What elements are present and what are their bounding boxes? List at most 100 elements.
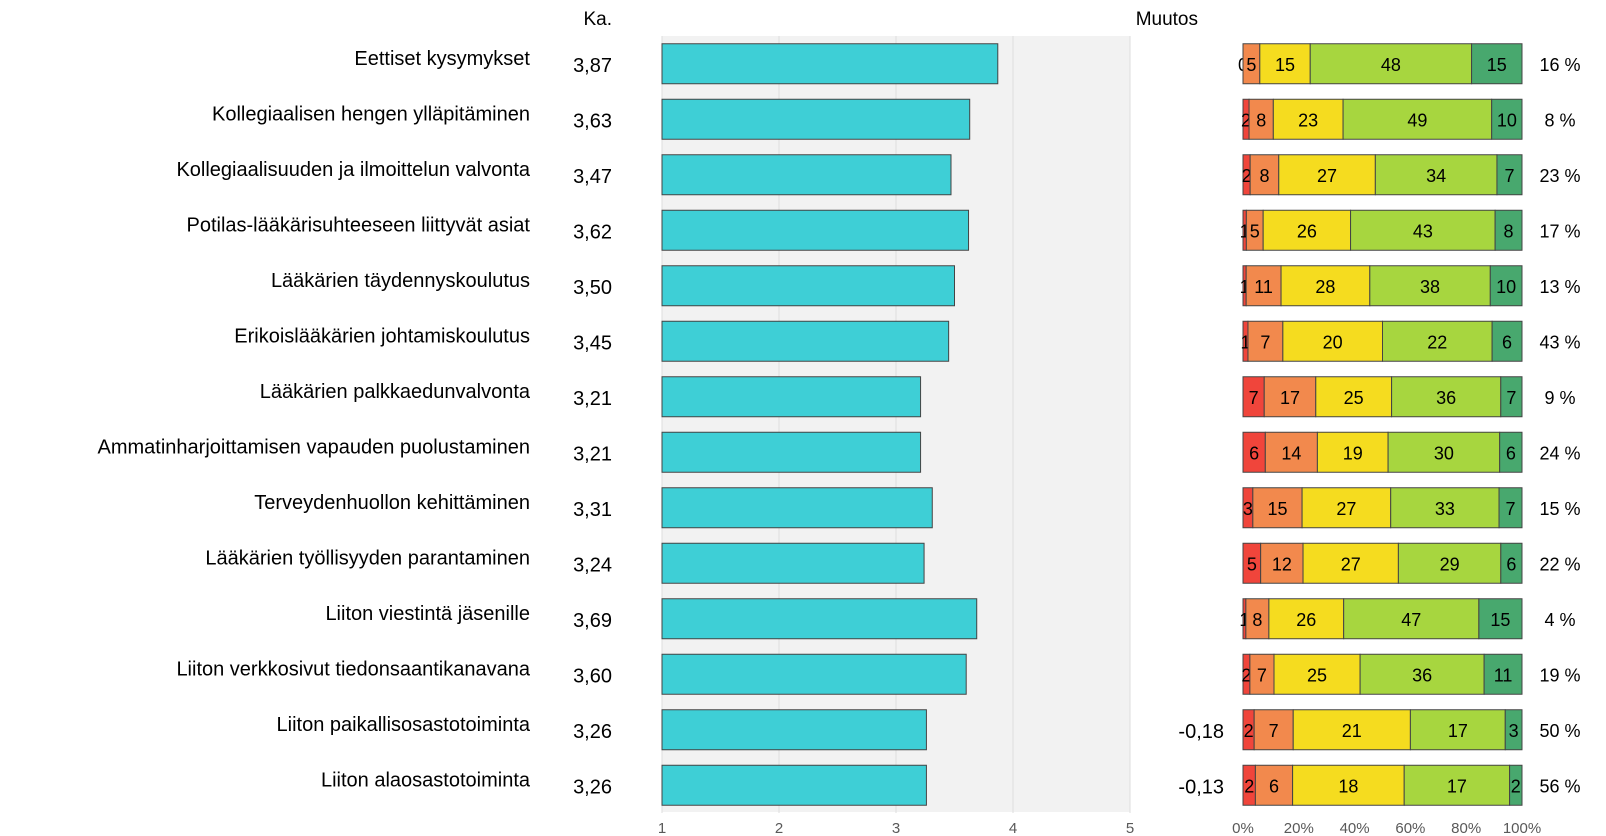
- distribution-segment: [1499, 431, 1523, 473]
- distribution-segment-label: 7: [1257, 665, 1267, 685]
- distribution-segment-label: 7: [1506, 499, 1516, 519]
- distribution-segment-label: 15: [1275, 55, 1295, 75]
- distribution-segment-label: 10: [1497, 110, 1517, 130]
- row-6: Lääkärien palkkaedunvalvonta 3,21 7 17 25 36 7…: [260, 376, 1576, 418]
- distribution-segment: [1403, 764, 1511, 806]
- distribution-segment: [1489, 265, 1523, 307]
- distribution-segment-label: 11: [1254, 277, 1273, 297]
- distribution-segment-label: 15: [1487, 55, 1507, 75]
- mean-value-label: 3,60: [573, 665, 612, 687]
- distribution-segment: [1254, 764, 1294, 806]
- mean-value-label: 3,24: [573, 554, 612, 576]
- distribution-segment: [1409, 709, 1506, 751]
- distribution-segment-label: 6: [1269, 776, 1279, 796]
- category-label: Kollegiaalisen hengen ylläpitäminen: [212, 103, 530, 125]
- category-label: Liiton paikallisosastotoiminta: [277, 714, 531, 736]
- distribution-segment-label: 3: [1243, 499, 1253, 519]
- distribution-segment: [1273, 653, 1361, 695]
- distribution-segment-label: 1: [1240, 332, 1250, 352]
- distribution-segment-label: 17: [1280, 388, 1300, 408]
- distribution-segment-label: 18: [1338, 776, 1358, 796]
- distribution-segment: [1382, 320, 1493, 362]
- distribution-segment: [1249, 653, 1275, 695]
- distribution-segment-label: 1: [1240, 221, 1250, 241]
- row-9: Lääkärien työllisyyden parantaminen 3,24 5…: [205, 542, 1581, 584]
- distribution-segment-label: 36: [1412, 665, 1432, 685]
- distribution-segment-label: 6: [1249, 443, 1259, 463]
- distribution-tick-label: 60%: [1395, 820, 1425, 836]
- category-label: Kollegiaalisuuden ja ilmoittelun valvont…: [176, 159, 530, 181]
- row-3: Potilas-lääkärisuhteeseen liittyvät asia…: [186, 209, 1581, 251]
- distribution-segment-label: 6: [1502, 332, 1512, 352]
- category-label: Lääkärien palkkaedunvalvonta: [260, 381, 531, 403]
- distribution-segment-label: 22: [1427, 332, 1447, 352]
- mean-bar: [661, 431, 922, 473]
- distribution-segment-label: 6: [1506, 443, 1516, 463]
- distribution-segment: [1397, 542, 1502, 584]
- distribution-segment: [1496, 154, 1523, 196]
- distribution-segment-label: 7: [1504, 166, 1514, 186]
- row-7: Ammatinharjoittamisen vapauden puolustam…: [98, 431, 1581, 473]
- distribution-segment-label: 3: [1509, 721, 1519, 741]
- distribution-segment-label: 7: [1249, 388, 1259, 408]
- row-11: Liiton verkkosivut tiedonsaantikanavana 3…: [176, 653, 1581, 695]
- mean-bar: [661, 376, 922, 418]
- right-percent-label: 13 %: [1539, 277, 1580, 297]
- mean-value-label: 3,63: [573, 110, 612, 132]
- mean-bar: [661, 98, 971, 140]
- distribution-segment-label: 17: [1447, 776, 1467, 796]
- mean-value-label: 3,26: [573, 721, 612, 743]
- right-percent-label: 4 %: [1544, 610, 1575, 630]
- distribution-segment-label: 25: [1344, 388, 1364, 408]
- mean-bar: [661, 209, 970, 251]
- distribution-segment: [1500, 376, 1523, 418]
- distribution-segment: [1301, 487, 1392, 529]
- change-value: -0,13: [1178, 776, 1224, 798]
- distribution-segment-label: 11: [1494, 665, 1513, 685]
- distribution-segment: [1252, 487, 1303, 529]
- category-label: Lääkärien täydennyskoulutus: [271, 270, 530, 292]
- change-value: -0,18: [1178, 721, 1224, 743]
- distribution-segment: [1387, 431, 1501, 473]
- row-12: Liiton paikallisosastotoiminta 3,26 -0,18 2…: [277, 709, 1581, 751]
- distribution-segment: [1280, 265, 1371, 307]
- distribution-segment-label: 20: [1323, 332, 1343, 352]
- distribution-segment-label: 2: [1244, 721, 1254, 741]
- distribution-segment: [1245, 265, 1282, 307]
- distribution-segment-label: 27: [1317, 166, 1337, 186]
- mean-bar: [661, 43, 999, 85]
- distribution-x-axis: 0% 20% 40% 60% 80% 100%: [1232, 820, 1541, 836]
- distribution-segment: [1315, 376, 1393, 418]
- distribution-segment-label: 21: [1342, 721, 1362, 741]
- distribution-segment-label: 8: [1256, 110, 1266, 130]
- mean-value-label: 3,45: [573, 332, 612, 354]
- distribution-segment-label: 33: [1435, 499, 1455, 519]
- distribution-segment-label: 5: [1247, 554, 1257, 574]
- distribution-segment-label: 15: [1490, 610, 1510, 630]
- distribution-segment-label: 19: [1343, 443, 1363, 463]
- distribution-segment: [1316, 431, 1389, 473]
- category-label: Potilas-lääkärisuhteeseen liittyvät asia…: [186, 214, 530, 236]
- right-percent-label: 24 %: [1539, 443, 1580, 463]
- distribution-segment-label: 15: [1267, 499, 1287, 519]
- distribution-segment-label: 8: [1259, 166, 1269, 186]
- mean-tick-label: 2: [775, 820, 783, 836]
- distribution-segment-label: 27: [1341, 554, 1361, 574]
- mean-header: Ka.: [583, 9, 612, 30]
- mean-value-label: 3,50: [573, 277, 612, 299]
- distribution-tick-label: 40%: [1340, 820, 1370, 836]
- row-5: Erikoislääkärien johtamiskoulutus 3,45 1 7 2…: [234, 320, 1581, 362]
- mean-tick-label: 4: [1009, 820, 1017, 836]
- distribution-segment-label: 23: [1298, 110, 1318, 130]
- distribution-segment: [1494, 209, 1523, 251]
- distribution-segment-label: 28: [1315, 277, 1335, 297]
- right-percent-label: 19 %: [1539, 665, 1580, 685]
- distribution-segment-label: 14: [1281, 443, 1301, 463]
- distribution-segment-label: 7: [1269, 721, 1279, 741]
- distribution-segment: [1471, 43, 1523, 85]
- distribution-segment: [1350, 209, 1496, 251]
- mean-value-label: 3,69: [573, 610, 612, 632]
- distribution-segment: [1253, 709, 1294, 751]
- distribution-segment-label: 5: [1246, 55, 1256, 75]
